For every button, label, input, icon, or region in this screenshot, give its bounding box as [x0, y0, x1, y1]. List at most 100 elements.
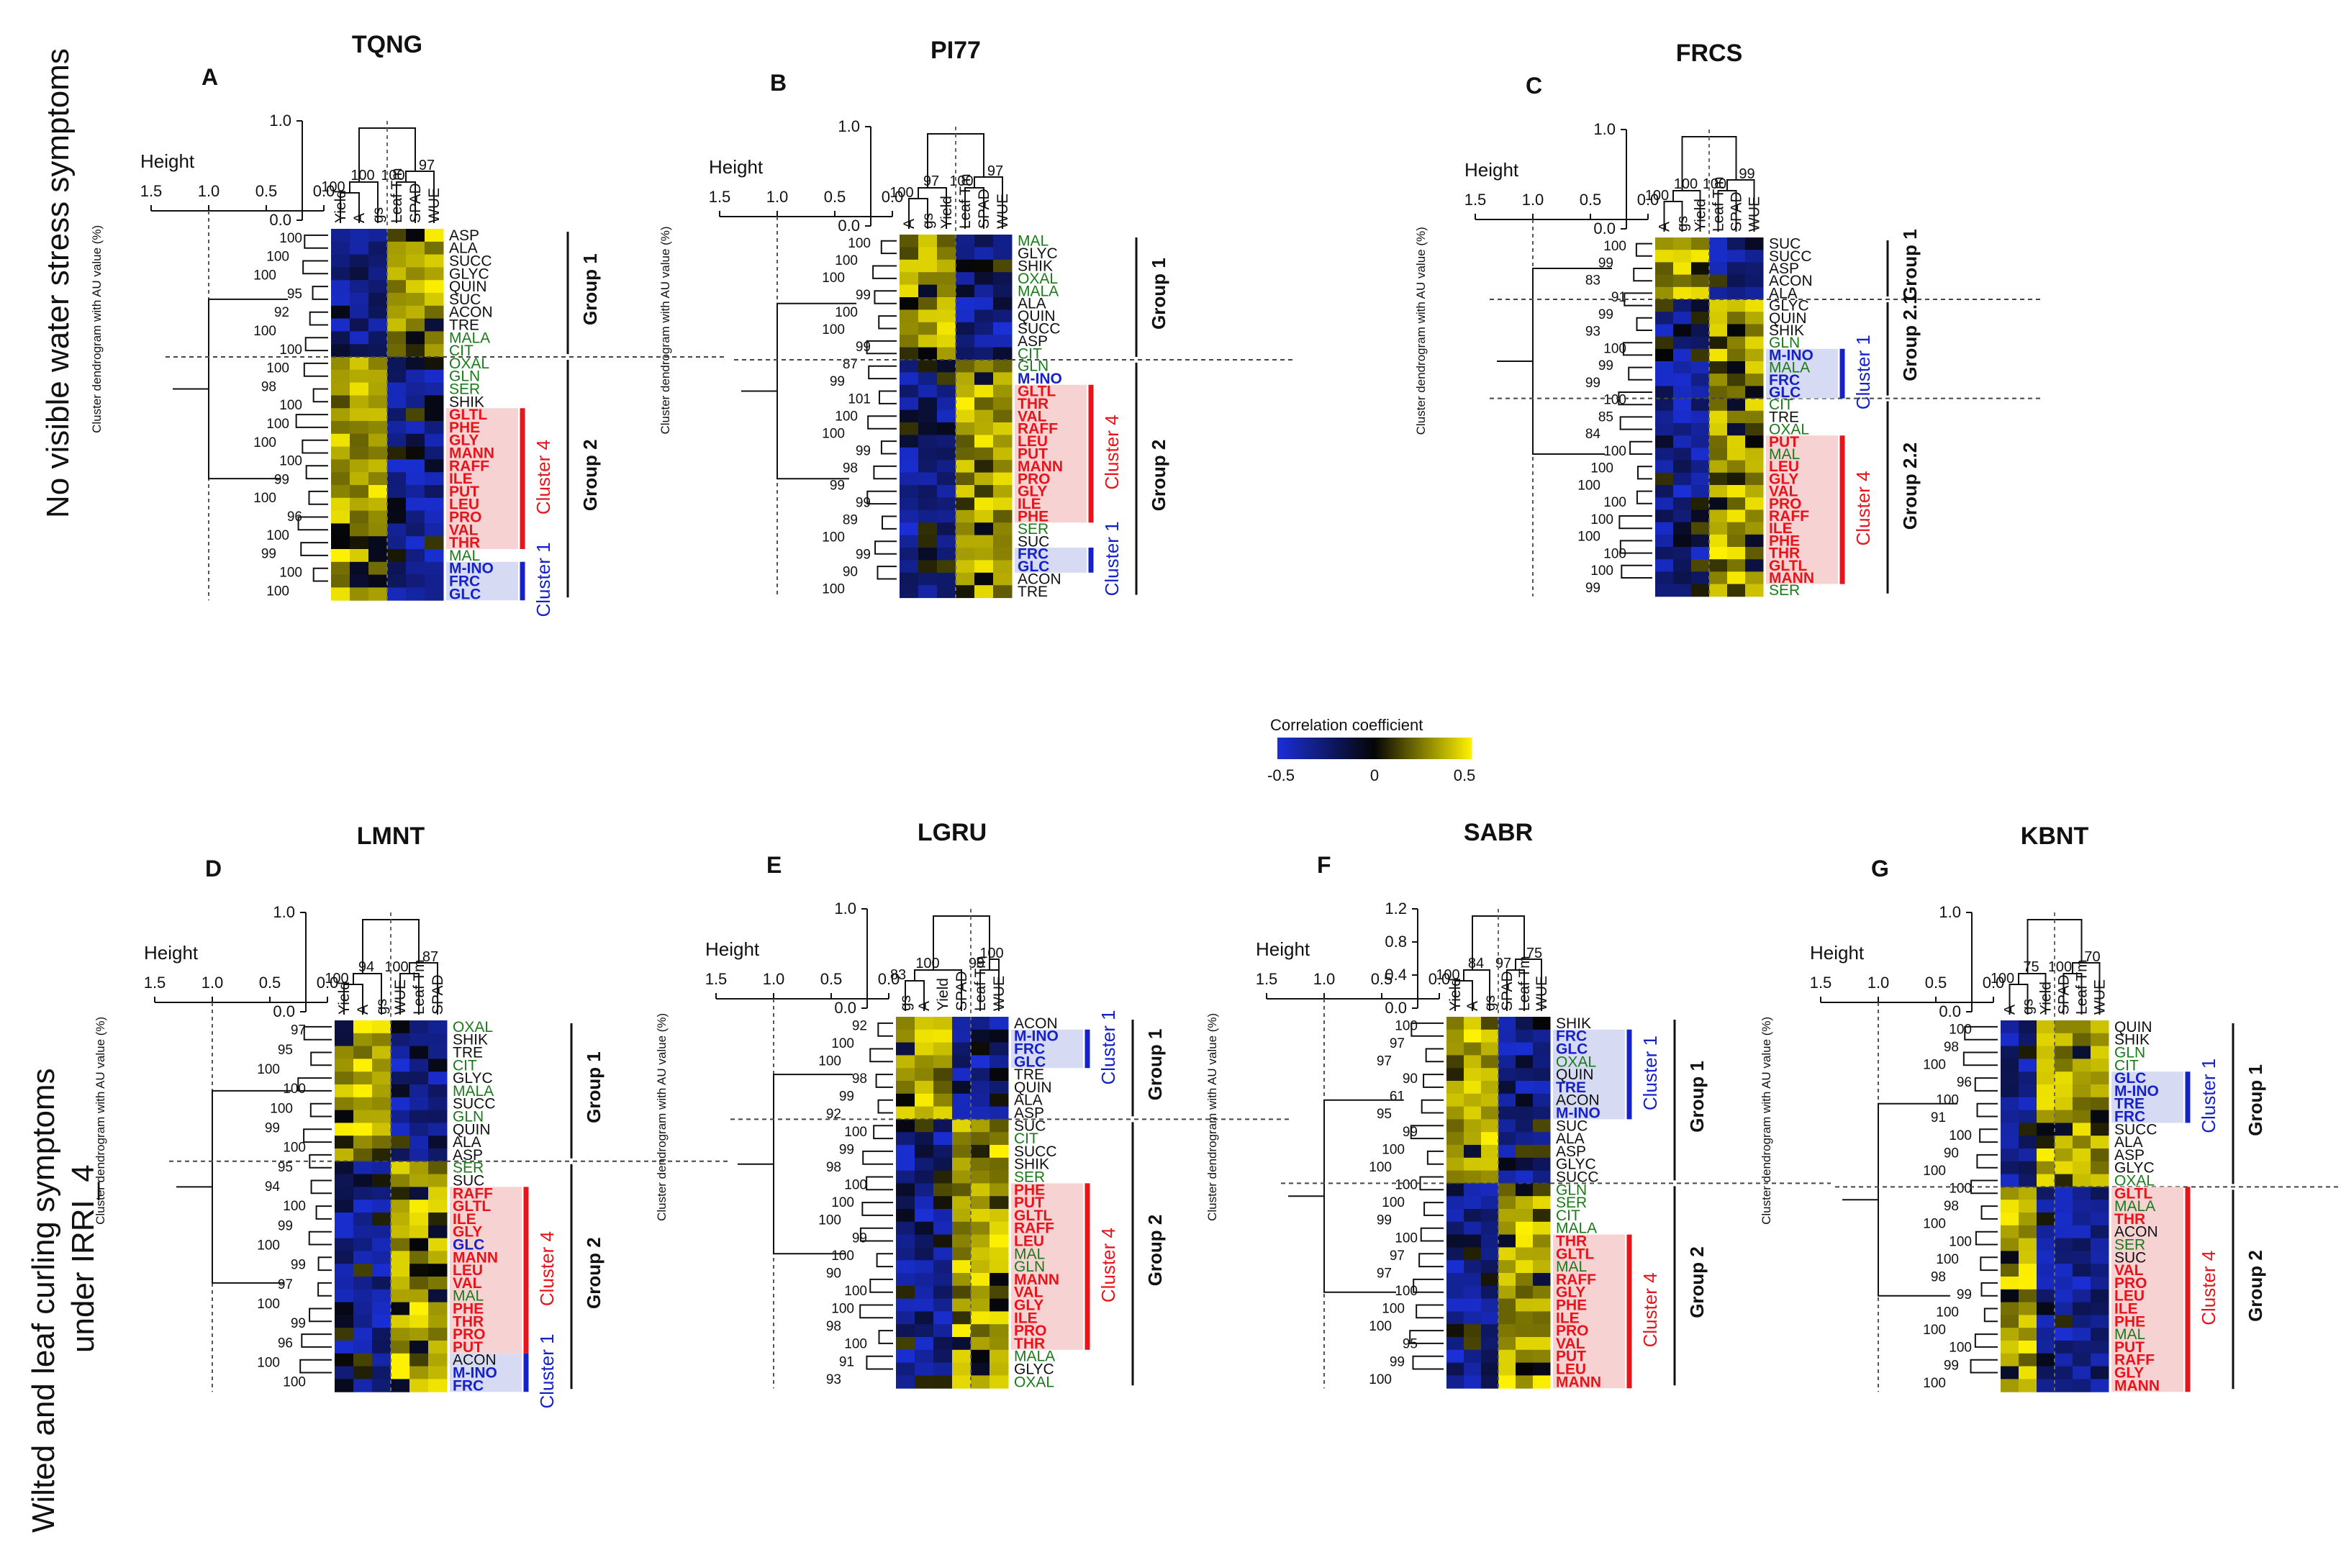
row-au-value: 97: [278, 1277, 293, 1292]
heatmap-cell: [1745, 336, 1764, 350]
height-tick-label: 1.0: [1522, 191, 1544, 209]
row-au-value: 99: [1598, 256, 1613, 271]
heatmap-cell: [974, 447, 994, 461]
column-label: WUE: [2092, 979, 2109, 1015]
row-au-value: 97: [1390, 1036, 1405, 1051]
cluster-box: [450, 1353, 522, 1392]
heatmap-cell: [990, 1081, 1009, 1095]
row-label: QUIN: [1018, 308, 1056, 325]
heatmap-cell: [335, 1225, 354, 1239]
heatmap-cell: [2001, 1123, 2019, 1136]
column-label: gs: [373, 999, 390, 1015]
heatmap-cell: [937, 522, 956, 536]
column-label: Yield: [1693, 199, 1709, 232]
heatmap-cell: [2019, 1200, 2037, 1213]
heatmap-cell: [428, 1341, 448, 1354]
heatmap-cell: [353, 1033, 373, 1047]
row-label: GLC: [1014, 1053, 1046, 1070]
row-label: ILE: [453, 1211, 476, 1228]
heatmap-cell: [1516, 1106, 1534, 1120]
heatmap-cell: [1709, 423, 1728, 436]
heatmap-cell: [331, 305, 350, 320]
row-label: SHIK: [2114, 1032, 2150, 1048]
top-au-value: 87: [422, 949, 438, 965]
group-label: Group 1: [1148, 258, 1169, 330]
heatmap-cell: [335, 1315, 354, 1328]
heatmap-cell: [2055, 1251, 2073, 1264]
heatmap-cell: [1673, 460, 1692, 473]
cluster-box: [1553, 1234, 1625, 1389]
heatmap-cell: [956, 460, 975, 473]
heatmap-cell: [993, 347, 1013, 361]
row-label: MALA: [2114, 1198, 2155, 1215]
row-au-value: 99: [856, 548, 871, 563]
heatmap-cell: [409, 1059, 429, 1072]
heatmap-cell: [350, 280, 369, 294]
heatmap-cell: [933, 1285, 953, 1300]
row-label: ALA: [1014, 1092, 1043, 1109]
heatmap-cell: [993, 360, 1013, 373]
heatmap-cell: [1446, 1234, 1464, 1248]
row-au-value: 100: [1369, 1160, 1392, 1175]
row-au-value: 100: [831, 1302, 854, 1317]
heatmap-cell: [1673, 410, 1692, 424]
heatmap-cell: [409, 1251, 429, 1264]
heatmap-cell: [2001, 1174, 2019, 1187]
heatmap-cell: [956, 522, 975, 536]
heatmap-cell: [2001, 1187, 2019, 1200]
cluster-label: Cluster 1: [536, 1333, 558, 1408]
heatmap-cell: [2055, 1238, 2073, 1251]
heatmap-cell: [1709, 547, 1728, 560]
heatmap-cell: [350, 421, 369, 435]
heatmap-cell: [409, 1277, 429, 1290]
top-au-value: 100: [384, 959, 408, 975]
heatmap-cells: [896, 1017, 1009, 1389]
heatmap-cell: [1533, 1273, 1551, 1287]
heatmap-cell: [1516, 1093, 1534, 1107]
heatmap-cell: [1655, 423, 1674, 436]
heatmap-cell: [1533, 1055, 1551, 1069]
heatmap-cell: [933, 1145, 953, 1159]
heatmap-cell: [990, 1145, 1009, 1159]
heatmap-cells: [900, 235, 1013, 599]
row-au-value: 100: [283, 1199, 306, 1214]
cluster-box: [446, 561, 518, 601]
heatmap-cell: [1464, 1209, 1482, 1223]
heatmap-cell: [409, 1071, 429, 1085]
heatmap-cell: [974, 347, 994, 361]
heatmap-cell: [971, 1119, 990, 1133]
heatmap-cell: [896, 1055, 915, 1069]
row-label: OXAL: [1014, 1374, 1054, 1390]
heatmap-cell: [1745, 274, 1764, 288]
row-label: GLY: [2114, 1365, 2144, 1382]
height-tick-label: 1.5: [140, 182, 163, 200]
row-label: TRE: [1769, 409, 1799, 425]
column-label: Yield: [935, 978, 951, 1011]
heatmap-cell: [391, 1328, 410, 1341]
heatmap-cell: [1691, 324, 1710, 337]
heatmap-cell: [1727, 250, 1746, 263]
heatmap-cell: [1727, 398, 1746, 412]
heatmap-cell: [1745, 348, 1764, 362]
heatmap-cell: [1709, 485, 1728, 498]
heatmap-cell: [2001, 1315, 2019, 1328]
heatmap-cell: [1481, 1234, 1499, 1248]
heatmap-cell: [1481, 1093, 1499, 1107]
heatmap-cell: [387, 331, 407, 345]
heatmap-cell: [353, 1071, 373, 1085]
heatmap-cell: [2001, 1277, 2019, 1290]
row-au-value: 98: [1944, 1199, 1959, 1214]
row-label: SHIK: [1769, 322, 1804, 339]
heatmap-cell: [425, 497, 444, 512]
heatmap-cell: [2037, 1225, 2055, 1239]
heatmap-cell: [350, 549, 369, 563]
heatmap-cell: [1745, 571, 1764, 585]
heatmap-cell: [900, 497, 919, 511]
heatmap-cell: [387, 497, 407, 512]
row-label: TRE: [2114, 1096, 2145, 1112]
heatmap-cell: [368, 459, 388, 473]
heatmap-cell: [1533, 1081, 1551, 1095]
heatmap-cell: [2037, 1238, 2055, 1251]
heatmap-cell: [990, 1017, 1009, 1030]
